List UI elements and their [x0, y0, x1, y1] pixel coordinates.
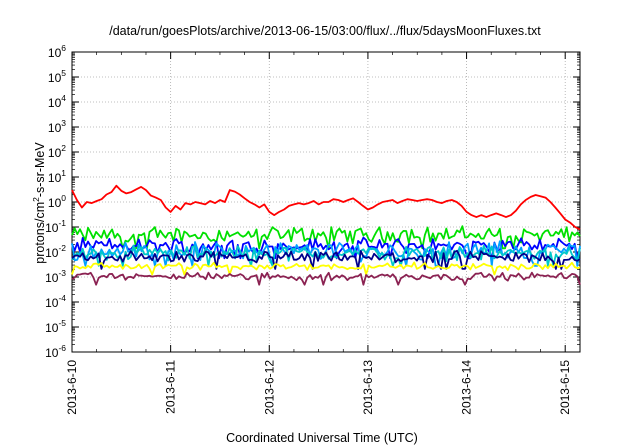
chart-title: /data/run/goesPlots/archive/2013-06-15/0… — [109, 24, 541, 38]
y-tick-label: 10-2 — [45, 243, 66, 260]
y-tick-label-exponent: 3 — [61, 118, 66, 128]
y-tick-label: 10-3 — [45, 268, 66, 285]
series-line — [71, 271, 581, 286]
y-tick-label: 106 — [48, 43, 66, 60]
x-tick-label: 2013-6-15 — [558, 360, 572, 415]
y-tick-label: 103 — [48, 118, 66, 135]
y-tick-label-exponent: 4 — [61, 93, 66, 103]
y-tick-label-exponent: 6 — [61, 43, 66, 53]
axis-ticks — [71, 51, 580, 353]
y-tick-label-base: 10 — [48, 96, 62, 110]
series-line — [71, 261, 581, 276]
y-tick-label-base: 10 — [48, 46, 62, 60]
y-tick-label-base: 10 — [45, 296, 59, 310]
y-tick-label: 101 — [48, 168, 66, 185]
y-axis-label-prefix: protons/cm — [33, 202, 47, 264]
y-tick-label-base: 10 — [48, 121, 62, 135]
y-tick-label: 10-1 — [45, 218, 66, 235]
y-tick-label-base: 10 — [48, 196, 62, 210]
y-tick-label-exponent: -6 — [58, 343, 66, 353]
y-axis-label: protons/cm2-s-sr-MeV — [31, 142, 47, 264]
x-axis-label: Coordinated Universal Time (UTC) — [226, 431, 418, 445]
x-tick-label: 2013-6-13 — [361, 360, 375, 415]
y-tick-label-base: 10 — [45, 271, 59, 285]
y-tick-label: 10-5 — [45, 318, 66, 335]
y-tick-label: 10-4 — [45, 293, 66, 310]
y-tick-label: 100 — [48, 193, 66, 210]
y-tick-label: 104 — [48, 93, 66, 110]
y-tick-label: 10-6 — [45, 343, 66, 360]
y-tick-label-exponent: 2 — [61, 143, 66, 153]
y-tick-label-exponent: -4 — [58, 293, 66, 303]
x-tick-label: 2013-6-12 — [262, 360, 276, 415]
y-tick-label-base: 10 — [45, 346, 59, 360]
y-tick-label: 105 — [48, 68, 66, 85]
y-tick-label-base: 10 — [45, 221, 59, 235]
x-axis-tick-labels: 2013-6-10 2013-6-11 2013-6-12 2013-6-13 2013… — [65, 360, 572, 415]
y-tick-label-base: 10 — [48, 146, 62, 160]
y-tick-label-base: 10 — [45, 321, 59, 335]
grid-lines — [72, 52, 580, 352]
x-tick-label: 2013-6-11 — [164, 360, 178, 414]
y-tick-label-exponent: -5 — [58, 318, 66, 328]
x-tick-label: 2013-6-10 — [65, 360, 79, 415]
y-tick-label-exponent: 5 — [61, 68, 66, 78]
y-tick-label-base: 10 — [48, 71, 62, 85]
series-line — [71, 184, 581, 231]
y-axis-tick-labels: 10-610-510-410-310-210-11001011021031041… — [45, 43, 66, 360]
y-tick-label-exponent: -3 — [58, 268, 66, 278]
y-tick-label-exponent: 1 — [61, 168, 66, 178]
data-series — [71, 184, 581, 286]
y-tick-label-exponent: -1 — [58, 218, 66, 228]
y-tick-label: 102 — [48, 143, 66, 160]
y-tick-label-base: 10 — [48, 171, 62, 185]
series-line — [71, 249, 581, 270]
y-tick-label-base: 10 — [45, 246, 59, 260]
y-tick-label-exponent: -2 — [58, 243, 66, 253]
series-line — [71, 225, 581, 250]
x-tick-label: 2013-6-14 — [460, 360, 474, 415]
y-tick-label-exponent: 0 — [61, 193, 66, 203]
y-axis-label-suffix: -s-sr-MeV — [33, 142, 47, 198]
y-axis-label-superscript: 2 — [31, 197, 41, 202]
